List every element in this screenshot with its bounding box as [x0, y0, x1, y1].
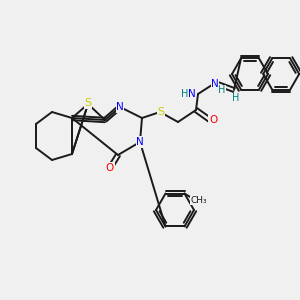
- Text: H: H: [218, 85, 226, 95]
- Text: O: O: [106, 163, 114, 173]
- Text: CH₃: CH₃: [190, 196, 207, 205]
- Text: S: S: [158, 107, 165, 117]
- Text: N: N: [136, 137, 144, 147]
- Text: O: O: [209, 115, 217, 125]
- Text: N: N: [188, 89, 196, 99]
- Text: N: N: [211, 79, 219, 89]
- Text: S: S: [84, 98, 92, 108]
- Text: H: H: [232, 93, 240, 103]
- Text: N: N: [116, 102, 124, 112]
- Text: H: H: [181, 89, 189, 99]
